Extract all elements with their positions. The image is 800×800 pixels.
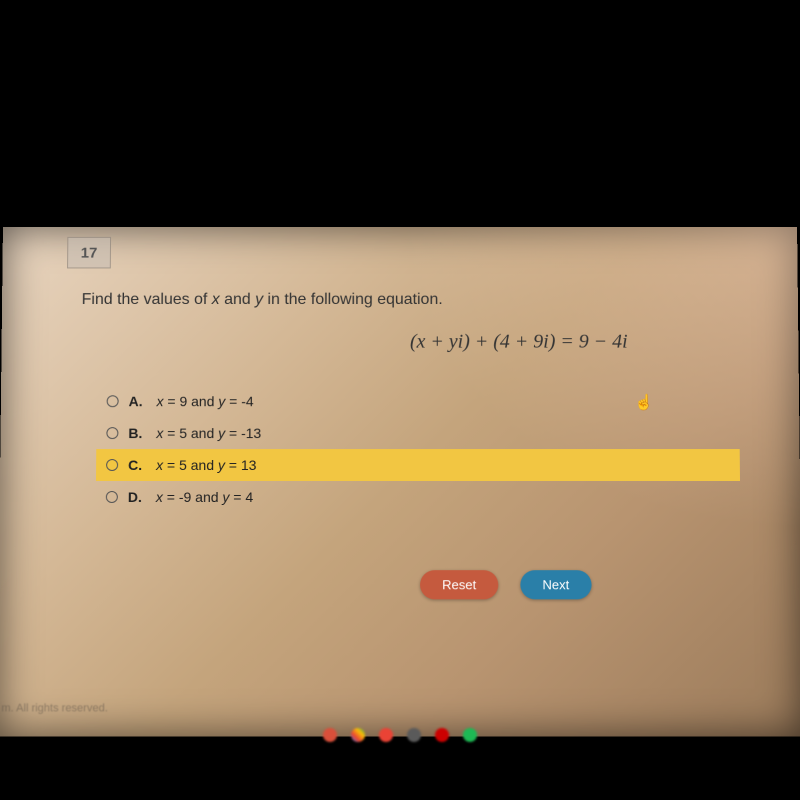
reset-button[interactable]: Reset	[420, 570, 498, 599]
taskbar-icon[interactable]	[407, 728, 421, 742]
question-number-tab[interactable]: 17	[67, 237, 111, 269]
quiz-screen: 17 Find the values of x and y in the fol…	[0, 227, 800, 737]
footer-text: m. All rights reserved.	[1, 702, 108, 714]
options-group: A. x = 9 and y = -4 B. x = 5 and y = -13…	[100, 385, 741, 513]
radio-d[interactable]	[106, 491, 118, 503]
taskbar-icon[interactable]	[379, 728, 393, 742]
taskbar	[0, 726, 800, 744]
radio-c[interactable]	[106, 459, 118, 471]
taskbar-icon[interactable]	[435, 728, 449, 742]
question-number: 17	[81, 244, 98, 261]
option-c[interactable]: C. x = 5 and y = 13 ☝	[96, 449, 740, 481]
q-pre: Find the values of	[82, 291, 212, 308]
option-b-label: B.	[128, 425, 142, 441]
option-b[interactable]: B. x = 5 and y = -13	[100, 417, 739, 449]
taskbar-icon[interactable]	[323, 728, 337, 742]
button-row: Reset Next	[420, 570, 591, 599]
option-a-label: A.	[129, 393, 143, 409]
radio-b[interactable]	[106, 427, 118, 439]
option-d-label: D.	[128, 489, 142, 505]
option-d-text: x = -9 and y = 4	[156, 489, 253, 505]
q-mid: and	[220, 291, 255, 308]
taskbar-icon[interactable]	[463, 728, 477, 742]
q-post: in the following equation.	[263, 291, 443, 308]
cursor-icon: ☝	[635, 393, 654, 411]
equation-display: (x + yi) + (4 + 9i) = 9 − 4i	[410, 331, 628, 354]
option-a-text: x = 9 and y = -4	[157, 393, 254, 409]
option-d[interactable]: D. x = -9 and y = 4	[100, 481, 741, 513]
option-c-text: x = 5 and y = 13	[156, 457, 256, 473]
q-var-x: x	[212, 291, 220, 308]
option-c-label: C.	[128, 457, 142, 473]
next-button[interactable]: Next	[520, 570, 591, 599]
radio-a[interactable]	[107, 395, 119, 407]
taskbar-icon[interactable]	[351, 728, 365, 742]
option-b-text: x = 5 and y = -13	[156, 425, 261, 441]
question-text: Find the values of x and y in the follow…	[82, 291, 443, 309]
